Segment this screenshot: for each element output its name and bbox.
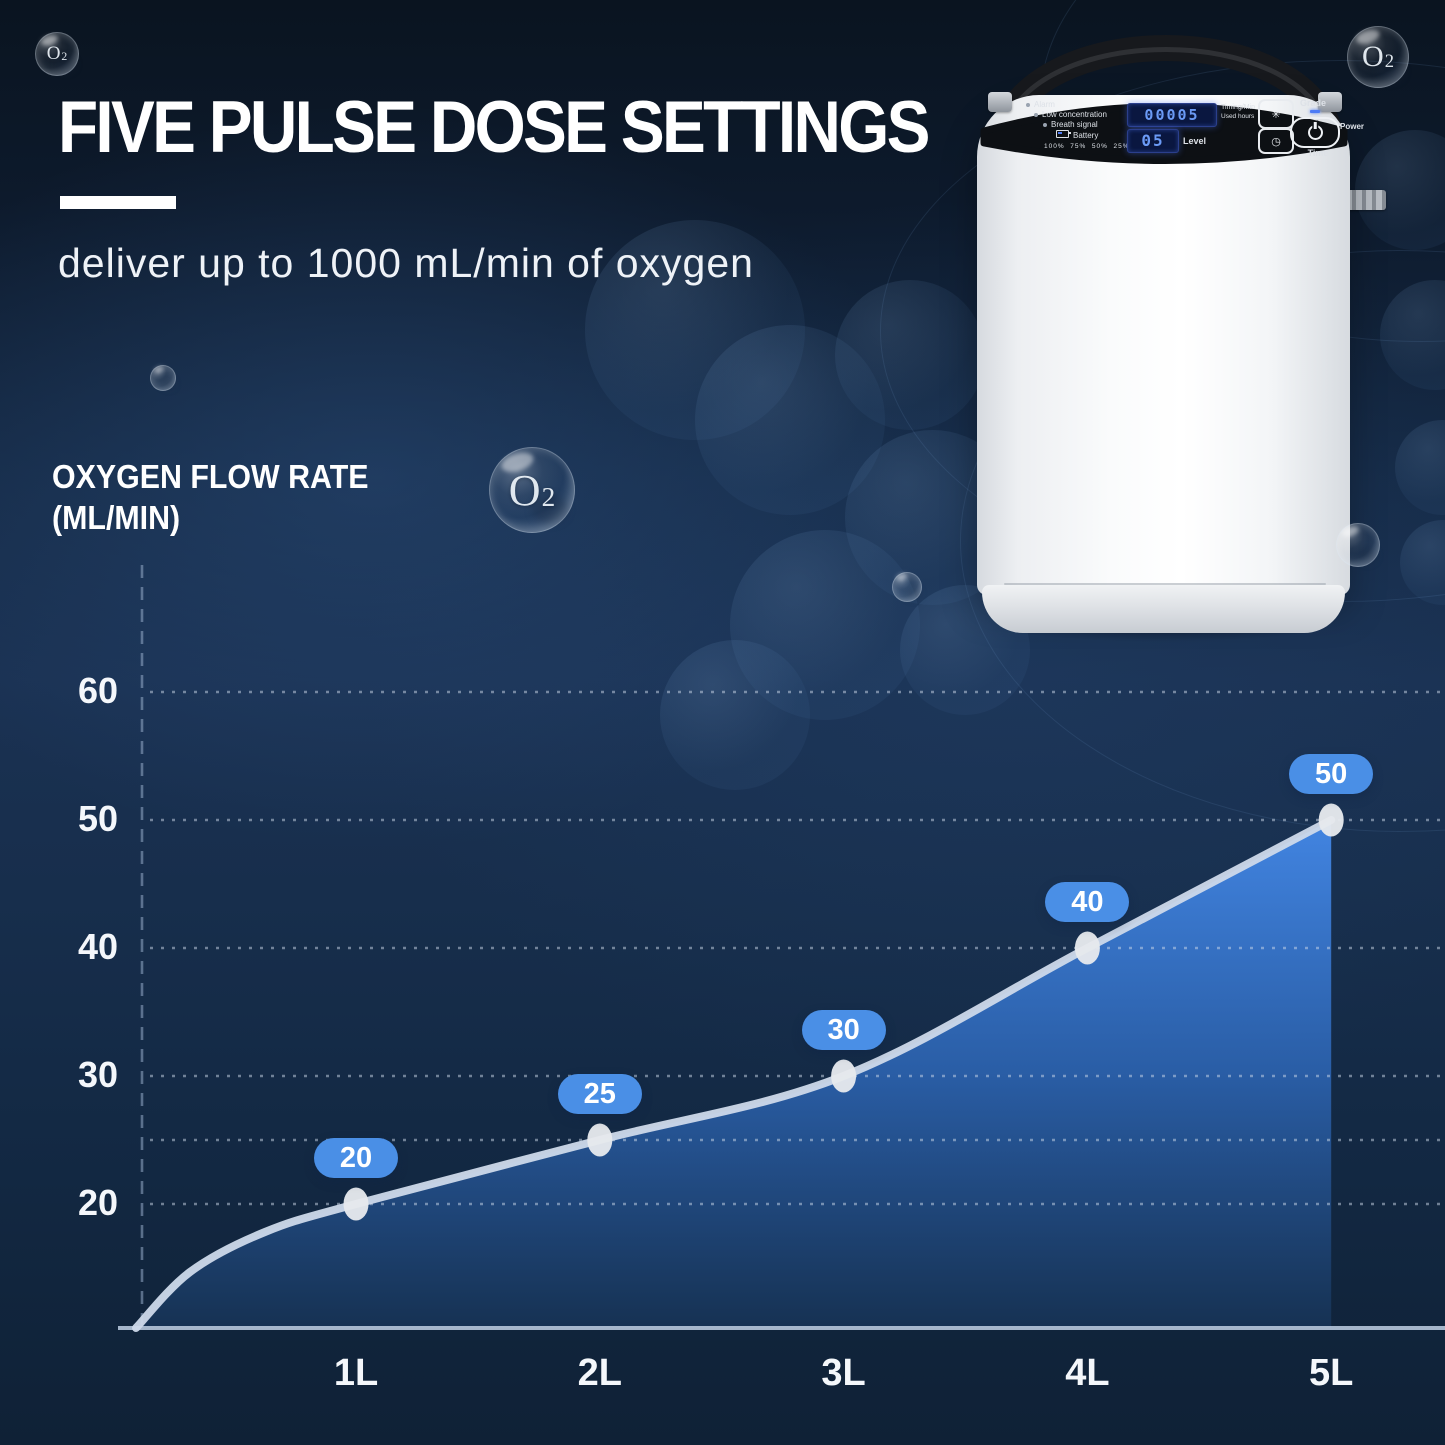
data-point-marker [831,1059,857,1093]
indicator-breath-signal-label: Breath signal [1051,120,1098,129]
x-tick-label: 2L [577,1352,622,1394]
small-bubble-center [892,572,922,602]
small-bubble-left [150,365,176,391]
time-label: Time [1307,148,1329,158]
oxygen-outlet-nozzle [1346,190,1386,210]
data-point-marker [1318,803,1344,837]
y-tick-label: 20 [77,1182,118,1223]
level-display: 05 [1127,129,1179,153]
y-axis-title-line1: OXYGEN FLOW RATE [52,458,369,495]
y-tick-label: 60 [77,670,118,711]
indicator-breath-signal: Breath signal [1043,120,1098,129]
device-seam-line [1004,583,1326,585]
timing-label: Timing/Min [1221,104,1255,111]
battery-level-100: 100% [1044,143,1065,150]
y-axis-title-line2: (ML/MIN) [52,499,181,536]
y-tick-label: 50 [77,798,118,839]
battery-level-25: 25% [1113,143,1130,150]
y-tick-label: 40 [77,926,118,967]
area-fill [136,820,1332,1328]
indicator-dot [1026,102,1030,107]
x-tick-label: 5L [1309,1352,1354,1394]
handle-hinge-left [988,92,1012,112]
data-label-pill: 40 [1045,882,1130,922]
timer-button: ◷ [1258,128,1294,154]
indicator-dot [1034,112,1038,117]
grade-label: Grade [1300,98,1327,108]
small-bubble-device-edge [1336,523,1380,567]
x-tick-label: 3L [821,1352,866,1394]
page-subtitle: deliver up to 1000 mL/min of oxygen [58,240,754,286]
data-label-pill: 30 [801,1010,886,1050]
indicator-dot [1043,122,1047,127]
data-point-marker [343,1187,369,1221]
page-title: FIVE PULSE DOSE SETTINGS [58,87,930,168]
indicator-alarm-label: Alarm [1034,100,1055,109]
level-label: Level [1183,136,1207,146]
data-point-marker [1074,931,1100,965]
power-icon [1307,125,1323,140]
battery-levels-row: 100% 75% 50% 25% [1044,143,1130,150]
y-tick-label: 30 [77,1054,118,1095]
hours-label: Used hours [1221,113,1255,120]
battery-level-50: 50% [1091,143,1108,150]
indicator-battery: Battery [1056,130,1098,140]
handle-hinge-right [1318,92,1342,112]
background-bubble [585,220,805,440]
indicator-low-concentration: Low concentration [1034,110,1107,119]
timer-display: 00005 [1127,103,1217,127]
device-base [982,585,1345,633]
title-underline [60,196,176,209]
power-label: Power [1340,122,1365,131]
indicator-low-concentration-label: Low concentration [1042,110,1107,119]
indicator-alarm: Alarm [1026,100,1055,109]
battery-icon [1056,130,1071,138]
data-label-pill: 50 [1289,754,1374,794]
data-point-marker [587,1123,613,1157]
data-label-pill: 25 [557,1074,642,1114]
y-axis-title: OXYGEN FLOW RATE (ML/MIN) [52,456,369,538]
anion-button: ✳ [1258,99,1294,129]
battery-level-75: 75% [1070,143,1087,150]
background-bubble [695,325,885,515]
grade-led [1310,110,1320,113]
background-bubble [730,530,920,720]
data-label-pill: 20 [314,1138,398,1178]
x-tick-label: 4L [1065,1352,1110,1394]
x-tick-label: 1L [333,1352,379,1394]
background-bubble [660,640,810,790]
indicator-battery-label: Battery [1073,131,1099,140]
power-button [1290,117,1340,148]
oxygen-concentrator-body [977,95,1350,595]
